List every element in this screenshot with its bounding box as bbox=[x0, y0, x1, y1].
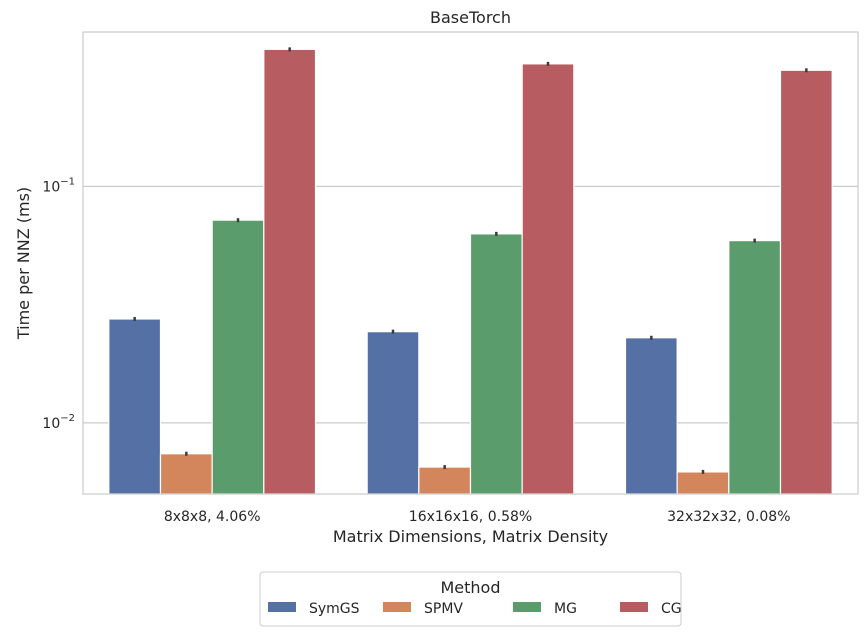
legend-label: MG bbox=[554, 601, 577, 617]
bar-mg-2 bbox=[469, 233, 523, 495]
x-tick-label: 8x8x8, 4.06% bbox=[164, 509, 261, 525]
legend-swatch bbox=[620, 602, 648, 612]
bar-mg-3 bbox=[728, 239, 782, 495]
legend-item-symgs: SymGS bbox=[268, 601, 360, 617]
y-tick-label: 10−1 bbox=[42, 176, 75, 195]
legend-label: SymGS bbox=[309, 601, 360, 617]
bar-mg-1 bbox=[211, 219, 265, 495]
x-tick-label: 32x32x32, 0.08% bbox=[667, 509, 790, 525]
x-axis-title: Matrix Dimensions, Matrix Density bbox=[333, 527, 608, 546]
legend-swatch bbox=[383, 602, 411, 612]
legend-item-mg: MG bbox=[513, 601, 577, 617]
y-tick-label: 10−2 bbox=[42, 413, 75, 432]
legend-item-spmv: SPMV bbox=[383, 601, 463, 617]
x-tick-label: 16x16x16, 0.58% bbox=[409, 509, 532, 525]
bar-cg-2 bbox=[521, 63, 575, 495]
bar-symgs-2 bbox=[366, 331, 420, 495]
legend-item-cg: CG bbox=[620, 601, 682, 617]
legend-swatch bbox=[268, 602, 296, 612]
bar-cg-1 bbox=[263, 48, 317, 495]
y-axis-title: Time per NNZ (ms) bbox=[14, 187, 33, 340]
bar-spmv-2 bbox=[418, 466, 472, 495]
legend: Method SymGS SPMV MG CG bbox=[259, 571, 682, 627]
bars bbox=[108, 47, 833, 495]
plot-frame bbox=[82, 31, 859, 495]
chart-title: BaseTorch bbox=[430, 8, 511, 27]
bar-symgs-1 bbox=[108, 318, 162, 495]
x-tick-labels: 8x8x8, 4.06% 16x16x16, 0.58% 32x32x32, 0.0… bbox=[164, 509, 791, 525]
bar-symgs-3 bbox=[624, 337, 678, 495]
bar-cg-3 bbox=[779, 69, 833, 495]
legend-label: SPMV bbox=[424, 601, 463, 617]
legend-title: Method bbox=[440, 578, 500, 597]
bar-spmv-3 bbox=[676, 471, 730, 495]
legend-label: CG bbox=[661, 601, 682, 617]
legend-items: SymGS SPMV MG CG bbox=[268, 601, 682, 617]
legend-swatch bbox=[513, 602, 541, 612]
y-tick-labels: 10−1 10−2 bbox=[42, 176, 75, 431]
bar-spmv-1 bbox=[159, 453, 213, 495]
legend-box bbox=[259, 571, 682, 627]
